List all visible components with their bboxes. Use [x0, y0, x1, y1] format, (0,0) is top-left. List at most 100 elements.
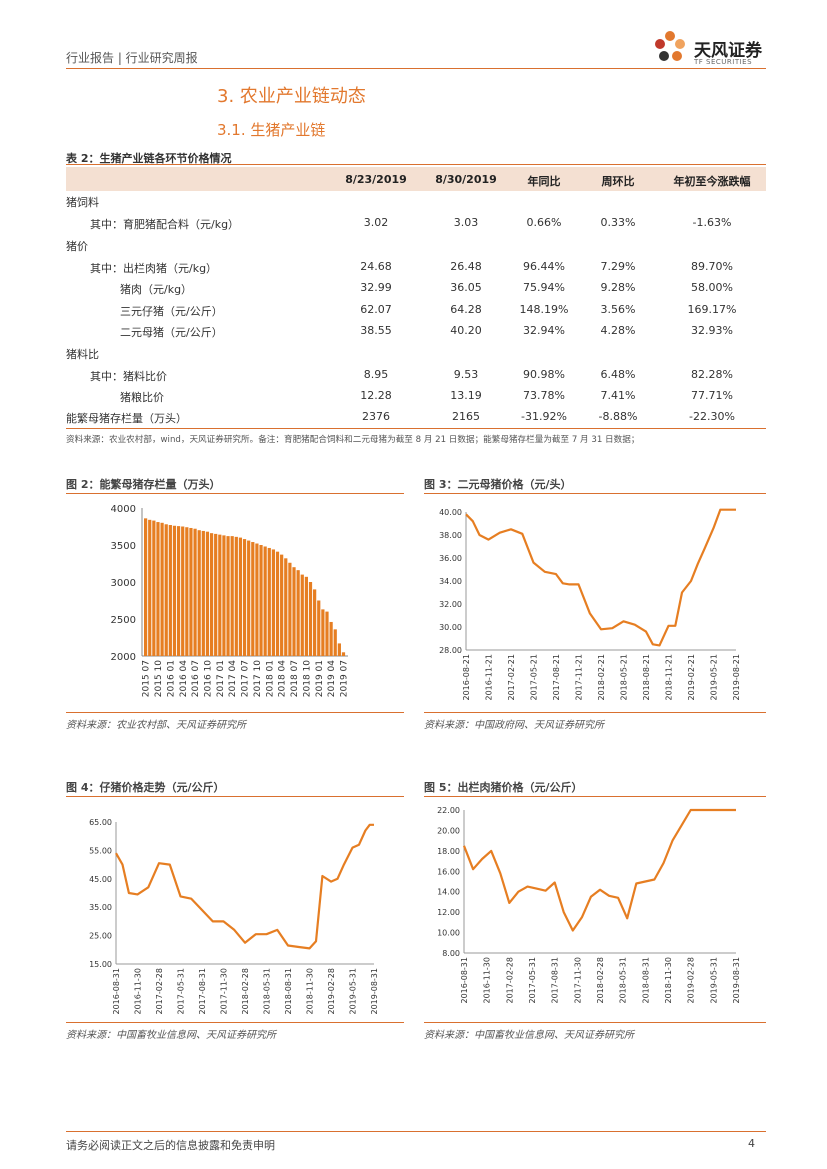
subsection-title: 3.1. 生猪产业链	[217, 121, 326, 139]
fig2-top-rule	[66, 493, 404, 494]
table-cell: 75.94%	[523, 281, 565, 294]
bar	[275, 551, 280, 656]
y-tick-label: 32.00	[439, 600, 462, 609]
table-cell: 58.00%	[691, 281, 733, 294]
bar	[144, 518, 148, 656]
table-cell: 32.99	[360, 281, 392, 294]
y-tick-label: 2500	[111, 615, 136, 626]
bar	[271, 549, 276, 656]
bar	[234, 536, 238, 656]
x-tick-label: 2015 10	[154, 660, 164, 697]
x-tick-label: 2016 07	[191, 660, 201, 697]
bar	[317, 600, 321, 656]
table-cell: 7.29%	[600, 260, 636, 273]
table-cell: 0.66%	[526, 216, 562, 229]
x-tick-label: 2015 07	[142, 660, 152, 697]
bar	[226, 536, 230, 656]
y-tick-label: 4000	[111, 504, 136, 515]
x-tick-label: 2018 04	[278, 660, 288, 697]
bar	[251, 542, 255, 656]
table-row-label: 猪肉（元/kg）	[120, 283, 193, 296]
bar	[300, 574, 304, 656]
x-tick-label: 2017-08-31	[198, 968, 207, 1015]
x-tick-label: 2018-02-28	[596, 957, 605, 1004]
bar	[333, 629, 337, 656]
table-cell: 0.33%	[600, 216, 636, 229]
bar	[267, 547, 271, 656]
table-cell: 96.44%	[523, 260, 565, 273]
x-tick-label: 2016-11-30	[134, 968, 143, 1015]
series-line	[465, 508, 736, 647]
table-cell: -31.92%	[521, 410, 567, 423]
x-tick-label: 2018-08-31	[641, 957, 650, 1004]
bar	[164, 524, 168, 656]
table-cell: 6.48%	[600, 368, 636, 381]
table-row-label: 其中：育肥猪配合料（元/kg）	[90, 218, 240, 231]
table-cell: 38.55	[360, 324, 392, 337]
x-tick-label: 2017-02-28	[505, 957, 514, 1004]
x-tick-label: 2017-02-28	[155, 968, 164, 1015]
bar	[176, 526, 181, 656]
col-header-date1: 8/23/2019	[345, 173, 407, 186]
x-tick-label: 2017 04	[228, 660, 238, 697]
table-cell: 3.02	[363, 216, 389, 229]
x-tick-label: 2018-02-28	[241, 968, 250, 1015]
fig3-top-rule	[424, 493, 766, 494]
x-tick-label: 2019 01	[315, 660, 325, 697]
series-line	[115, 823, 374, 950]
bar	[263, 546, 267, 656]
x-tick-label: 2018 01	[265, 660, 275, 697]
x-tick-label: 2018-05-31	[263, 968, 272, 1015]
x-tick-label: 2018-05-21	[620, 654, 629, 701]
bar	[181, 526, 185, 656]
table-cell: 64.28	[450, 303, 482, 316]
bar	[218, 534, 222, 656]
page-number: 4	[748, 1137, 755, 1150]
table-bottom-rule	[66, 428, 766, 429]
x-tick-label: 2017-11-30	[220, 968, 229, 1015]
bar	[308, 582, 313, 656]
table-row-label: 猪粮比价	[120, 391, 164, 404]
x-tick-label: 2018-08-31	[284, 968, 293, 1015]
table-source: 资料来源：农业农村部，wind，天风证券研究所。备注：育肥猪配合饲料和二元母猪为…	[66, 435, 640, 445]
x-tick-label: 2019-08-31	[370, 968, 379, 1015]
x-tick-label: 2017-05-21	[530, 654, 539, 701]
x-tick-label: 2018-05-31	[619, 957, 628, 1004]
table-cell: 90.98%	[523, 368, 565, 381]
x-tick-label: 2019-08-21	[732, 654, 741, 701]
table-cell: 77.71%	[691, 389, 733, 402]
x-tick-label: 2017-11-30	[573, 957, 582, 1004]
y-tick-label: 12.00	[437, 908, 460, 917]
bar	[201, 530, 205, 656]
bar	[148, 519, 152, 656]
x-tick-label: 2017-05-31	[528, 957, 537, 1004]
x-tick-label: 2016-08-21	[462, 654, 471, 701]
x-tick-label: 2018-11-30	[306, 968, 315, 1015]
fig5-title: 图 5：出栏肉猪价格（元/公斤）	[424, 781, 583, 794]
table-cell: 62.07	[360, 303, 392, 316]
x-tick-label: 2019-05-31	[349, 968, 358, 1015]
bar	[313, 589, 317, 656]
table-cell: 9.28%	[600, 281, 636, 294]
y-tick-label: 14.00	[437, 888, 460, 897]
x-tick-label: 2017-08-21	[552, 654, 561, 701]
table-cell: -1.63%	[692, 216, 732, 229]
bar	[222, 535, 226, 656]
col-header-ytd: 年初至今涨跌幅	[673, 175, 751, 188]
bar	[189, 527, 193, 656]
x-tick-label: 2019-08-31	[732, 957, 741, 1004]
bar	[197, 530, 201, 656]
col-header-yoy: 年同比	[527, 175, 561, 188]
bar	[238, 537, 243, 656]
y-tick-label: 8.00	[442, 949, 460, 958]
bar	[185, 527, 189, 656]
fig5-source: 资料来源：中国畜牧业信息网、天风证券研究所	[424, 1030, 634, 1041]
x-tick-label: 2019 04	[327, 660, 337, 697]
table-cell: 13.19	[450, 389, 482, 402]
bar	[230, 536, 234, 656]
table-cell: 24.68	[360, 260, 392, 273]
table-cell: 3.03	[453, 216, 479, 229]
bar	[329, 621, 333, 656]
x-tick-label: 2019-02-28	[687, 957, 696, 1004]
